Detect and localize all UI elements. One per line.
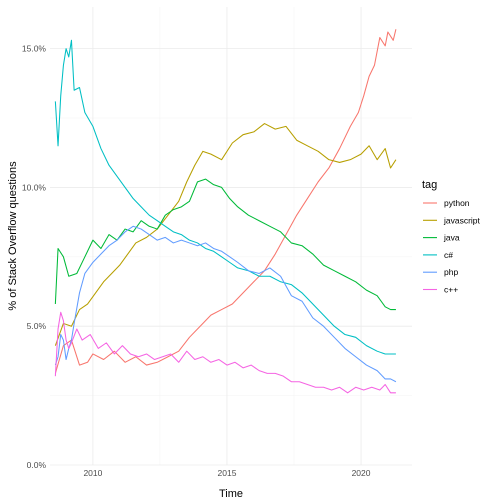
x-axis: 2010 2015 2020 [83,468,370,478]
y-tick-label: 15.0% [22,44,47,54]
series-line-python [54,29,397,374]
panel-background [50,7,412,465]
y-axis: 0.0% 5.0% 10.0% 15.0% [22,44,47,470]
x-tick-label: 2020 [352,468,371,478]
legend: tag python javascript java c# php c++ [422,179,481,295]
legend-label: php [444,267,458,277]
series-line-javascript [54,123,397,346]
grid-lines [50,7,412,466]
series-lines [54,29,397,394]
legend-label: javascript [443,215,481,225]
legend-label: c++ [444,285,458,295]
x-tick-label: 2010 [83,468,102,478]
panel [50,7,412,466]
legend-label: c# [444,250,453,260]
y-tick-label: 10.0% [22,182,47,192]
series-line-c- [54,39,396,355]
x-tick-label: 2015 [218,468,237,478]
legend-label: python [444,198,470,208]
x-axis-title: Time [219,488,243,500]
series-line-c- [54,311,396,394]
series-line-php [54,225,397,383]
legend-label: java [443,233,460,243]
y-axis-title: % of Stack Overflow questions [7,161,19,311]
y-tick-label: 5.0% [27,321,47,331]
series-line-java [54,178,396,311]
y-tick-label: 0.0% [27,460,47,470]
legend-title: tag [422,179,437,191]
